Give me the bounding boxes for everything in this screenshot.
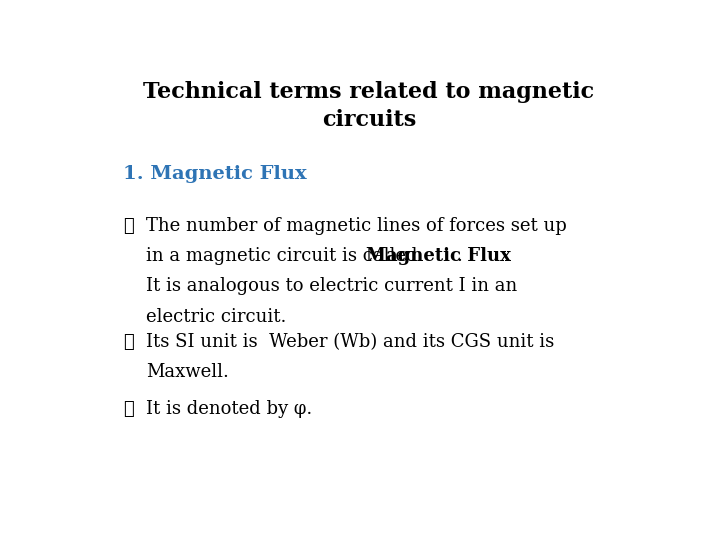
Text: It is denoted by φ.: It is denoted by φ.	[145, 400, 312, 417]
Text: It is analogous to electric current I in an: It is analogous to electric current I in…	[145, 277, 517, 295]
Text: Technical terms related to magnetic
circuits: Technical terms related to magnetic circ…	[143, 82, 595, 131]
Text: in a magnetic circuit is called: in a magnetic circuit is called	[145, 247, 423, 265]
Text: ➢: ➢	[124, 333, 134, 351]
Text: .: .	[456, 247, 462, 265]
Text: ➢: ➢	[124, 400, 134, 417]
Text: ➢: ➢	[124, 217, 134, 234]
Text: 1. Magnetic Flux: 1. Magnetic Flux	[124, 165, 307, 183]
Text: electric circuit.: electric circuit.	[145, 308, 286, 326]
Text: Maxwell.: Maxwell.	[145, 363, 229, 381]
Text: Magnetic Flux: Magnetic Flux	[366, 247, 511, 265]
Text: Its SI unit is  Weber (Wb) and its CGS unit is: Its SI unit is Weber (Wb) and its CGS un…	[145, 333, 554, 351]
Text: The number of magnetic lines of forces set up: The number of magnetic lines of forces s…	[145, 217, 567, 234]
